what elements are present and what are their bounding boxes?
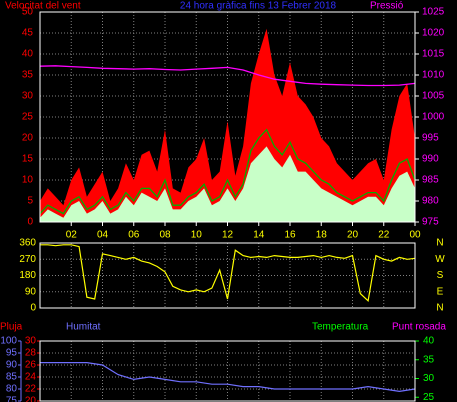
humidity-tick-label: 85 xyxy=(6,372,18,383)
y2-tick-label: 980 xyxy=(422,196,439,207)
x-tick-label: 20 xyxy=(347,230,359,241)
direction-label: N xyxy=(436,303,443,314)
y2-tick-label: 990 xyxy=(422,154,439,165)
direction-label: N xyxy=(436,238,443,249)
temperature-tick-label: 30 xyxy=(423,373,435,384)
temperature-tick-label: 40 xyxy=(423,336,435,347)
legend-humidity: Humitat xyxy=(66,322,101,333)
y-tick-label: 25 xyxy=(22,112,34,123)
dew-point-label: Punt rosada xyxy=(392,322,446,333)
direction-label: W xyxy=(435,254,445,265)
y-tick-label: 5 xyxy=(27,196,33,207)
plot-frame xyxy=(39,340,416,402)
x-tick-label: 06 xyxy=(128,230,140,241)
y2-tick-label: 985 xyxy=(422,175,439,186)
data-line xyxy=(40,244,416,302)
x-tick-label: 14 xyxy=(253,230,265,241)
rain-tick-label: 28 xyxy=(25,348,37,359)
y2-tick-label: 1000 xyxy=(422,112,445,123)
rain-tick-label: 22 xyxy=(25,384,37,395)
x-tick-label: 02 xyxy=(66,230,78,241)
y-tick-label: 50 xyxy=(22,7,34,18)
humidity-tick-label: 80 xyxy=(6,384,18,395)
y2-tick-label: 995 xyxy=(422,133,439,144)
rain-label: Pluja xyxy=(0,322,23,333)
y-tick-label: 270 xyxy=(19,254,36,265)
y2-tick-label: 1010 xyxy=(422,70,445,81)
y-tick-label: 45 xyxy=(22,28,34,39)
rain-tick-label: 20 xyxy=(25,396,37,402)
y-tick-label: 0 xyxy=(30,303,36,314)
y-tick-label: 360 xyxy=(19,238,36,249)
y2-axis-title: Pressió xyxy=(370,1,404,12)
y-tick-label: 10 xyxy=(22,175,34,186)
y-tick-label: 15 xyxy=(22,154,34,165)
x-tick-label: 22 xyxy=(378,230,390,241)
direction-label: E xyxy=(437,286,444,297)
y-tick-label: 20 xyxy=(22,133,34,144)
y2-tick-label: 1005 xyxy=(422,91,445,102)
humidity-tick-label: 90 xyxy=(6,360,18,371)
x-tick-label: 12 xyxy=(222,230,234,241)
y-tick-label: 35 xyxy=(22,70,34,81)
y2-tick-label: 1015 xyxy=(422,49,445,60)
temperature-label: Temperatura xyxy=(312,322,369,333)
temperature-tick-label: 35 xyxy=(423,354,435,365)
chart-subtitle: 24 hora gràfica fins 13 Febrer 2018 xyxy=(180,1,337,12)
y2-tick-label: 1025 xyxy=(422,7,445,18)
temperature-tick-label: 25 xyxy=(423,392,435,402)
pressure-line xyxy=(39,65,416,87)
y-tick-label: 0 xyxy=(27,217,33,228)
wind-line xyxy=(39,128,416,215)
rain-tick-label: 30 xyxy=(25,336,37,347)
rain-tick-label: 26 xyxy=(25,360,37,371)
x-tick-label: 10 xyxy=(191,230,203,241)
y-tick-label: 180 xyxy=(19,270,36,281)
humidity-tick-label: 100 xyxy=(0,336,17,347)
plot-frame xyxy=(39,242,416,309)
data-line xyxy=(40,362,416,393)
x-tick-label: 04 xyxy=(97,230,109,241)
y-tick-label: 40 xyxy=(22,49,34,60)
chart-title: Velocitat del vent xyxy=(5,1,81,12)
x-tick-label: 18 xyxy=(316,230,328,241)
wind-area xyxy=(40,146,415,222)
humidity-tick-label: 95 xyxy=(6,348,18,359)
y-tick-label: 90 xyxy=(25,286,37,297)
rain-tick-label: 24 xyxy=(25,372,37,383)
x-tick-label: 00 xyxy=(409,230,421,241)
wind-area xyxy=(40,28,415,222)
humidity-tick-label: 75 xyxy=(6,396,18,402)
y2-tick-label: 1020 xyxy=(422,28,445,39)
direction-label: S xyxy=(437,270,444,281)
x-tick-label: 08 xyxy=(159,230,171,241)
plot-frame xyxy=(39,11,416,223)
y-tick-label: 30 xyxy=(22,91,34,102)
y2-tick-label: 975 xyxy=(422,217,439,228)
x-tick-label: 16 xyxy=(284,230,296,241)
